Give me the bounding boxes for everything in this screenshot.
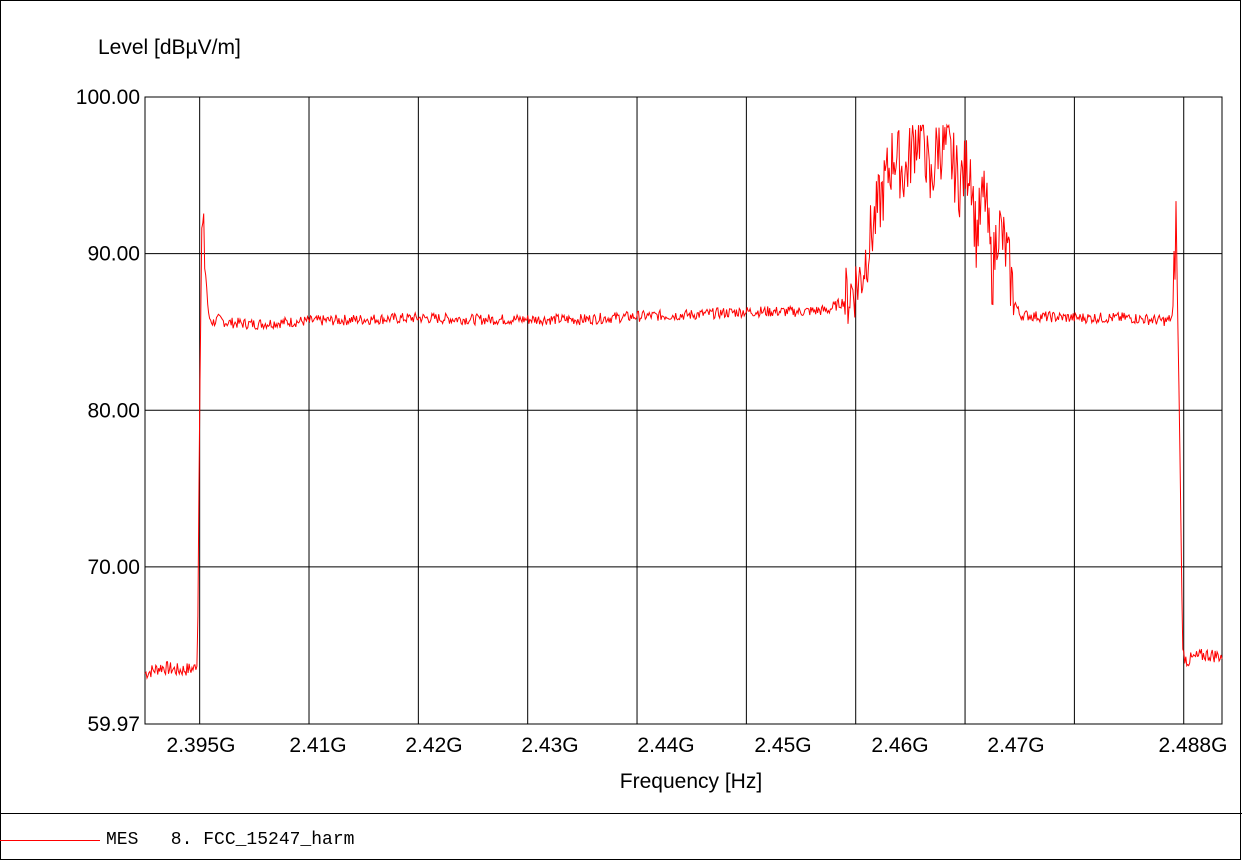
x-tick-label: 2.46G	[871, 734, 928, 757]
x-tick-label: 2.395G	[167, 734, 236, 757]
y-tick-label: 100.00	[76, 86, 140, 109]
plot-area-border	[144, 96, 1223, 725]
x-tick-label: 2.47G	[987, 734, 1044, 757]
y-axis-label: Level [dBµV/m]	[98, 36, 241, 59]
x-axis-label: Frequency [Hz]	[619, 770, 763, 793]
legend: MES 8. FCC_15247_harm	[0, 820, 354, 860]
x-tick-label: 2.488G	[1159, 734, 1228, 757]
y-tick-label: 70.00	[87, 556, 140, 579]
legend-line-swatch	[0, 839, 100, 841]
series-line	[144, 123, 1223, 680]
x-tick-label: 2.45G	[754, 734, 811, 757]
y-tick-label: 90.00	[87, 243, 140, 266]
x-tick-label: 2.44G	[637, 734, 694, 757]
y-tick-label: 80.00	[87, 399, 140, 422]
legend-entry: MES 8. FCC_15247_harm	[106, 830, 355, 850]
x-tick-label: 2.42G	[405, 734, 462, 757]
x-tick-label: 2.41G	[289, 734, 346, 757]
x-tick-label: 2.43G	[521, 734, 578, 757]
legend-divider	[0, 813, 1242, 814]
y-tick-label: 59.97	[87, 713, 140, 736]
